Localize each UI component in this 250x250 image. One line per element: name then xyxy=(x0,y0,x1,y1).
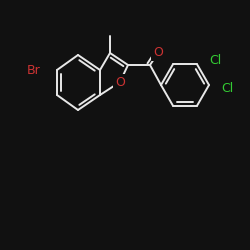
Text: Cl: Cl xyxy=(209,54,221,67)
Text: Br: Br xyxy=(27,64,41,76)
Text: O: O xyxy=(115,76,125,88)
Text: O: O xyxy=(153,46,163,60)
Text: Cl: Cl xyxy=(221,82,233,96)
